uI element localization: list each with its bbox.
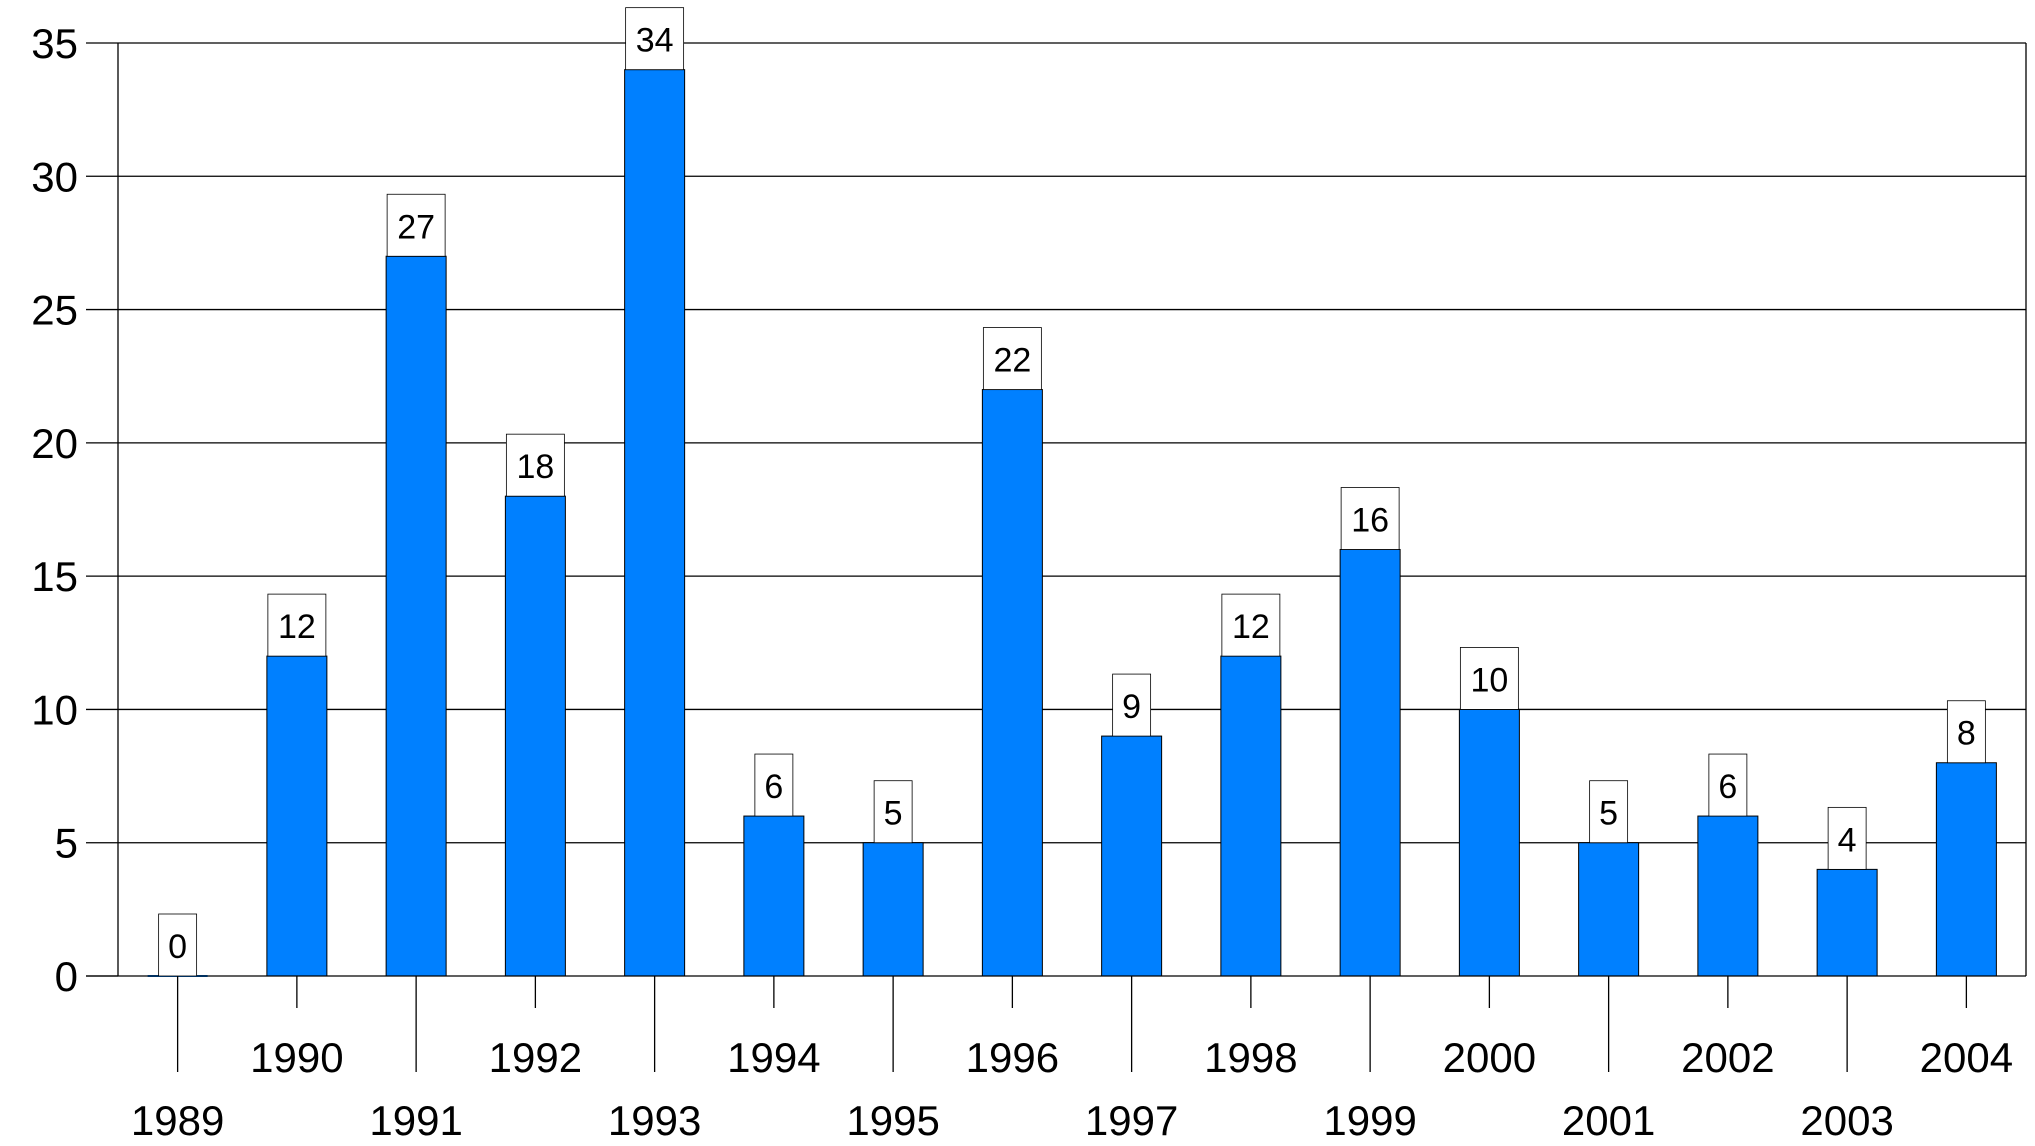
x-tick-label: 1996 (966, 1034, 1059, 1081)
x-tick-label: 1995 (846, 1097, 939, 1141)
data-label: 10 (1470, 661, 1508, 699)
data-label: 16 (1351, 501, 1389, 539)
x-tick-label: 2004 (1920, 1034, 2013, 1081)
y-axis-tick-labels: 0 5 10 15 20 25 30 35 (31, 20, 78, 1000)
x-tick-label: 1998 (1204, 1034, 1297, 1081)
y-tick-label: 20 (31, 420, 78, 467)
bar-1996 (981, 389, 1043, 977)
bar-1995 (862, 842, 924, 977)
data-label-box (1946, 700, 1986, 764)
data-label-box (1221, 593, 1281, 657)
x-tick-label: 1992 (489, 1034, 582, 1081)
y-tick-label: 35 (31, 20, 78, 67)
data-label-box (1340, 487, 1400, 550)
data-label: 22 (993, 342, 1031, 380)
data-label-box (158, 913, 198, 977)
data-label: 12 (1232, 608, 1270, 646)
bar-1990 (266, 655, 328, 977)
x-tick-label: 1993 (608, 1097, 701, 1141)
data-labels: 0 12 27 18 34 6 5 22 9 12 16 10 5 6 4 8 (158, 7, 1986, 977)
y-tick-label: 25 (31, 287, 78, 334)
data-label: 4 (1838, 821, 1857, 859)
data-label: 8 (1957, 715, 1976, 753)
data-label: 6 (764, 768, 783, 806)
data-label: 5 (884, 795, 903, 833)
data-label: 9 (1122, 688, 1141, 726)
data-label-box (386, 193, 446, 257)
bar-2002 (1697, 815, 1759, 977)
bar-1997 (1101, 735, 1163, 977)
data-label-box (625, 7, 685, 71)
y-tick-label: 30 (31, 153, 78, 200)
data-label-box (1827, 806, 1867, 870)
x-tick-label: 1991 (369, 1097, 462, 1141)
bar-1992 (504, 495, 566, 977)
data-label-box (267, 593, 327, 657)
bar-2003 (1816, 868, 1878, 977)
x-tick-label: 2002 (1681, 1034, 1774, 1081)
bar-1994 (743, 815, 805, 977)
data-label-box (1589, 780, 1629, 844)
y-tick-label: 15 (31, 553, 78, 600)
bar-1991 (385, 255, 447, 977)
data-label: 6 (1718, 768, 1737, 806)
data-label: 12 (278, 608, 316, 646)
data-label-box (1708, 753, 1748, 817)
axes (86, 42, 2027, 1072)
bar-1993 (624, 69, 686, 977)
x-tick-label: 1994 (727, 1034, 820, 1081)
data-label: 18 (516, 448, 554, 486)
bars (147, 69, 1997, 977)
data-label-box (1112, 673, 1152, 737)
data-label: 27 (397, 208, 435, 246)
y-tick-label: 10 (31, 686, 78, 733)
bar-2004 (1935, 762, 1997, 977)
bar-2000 (1458, 708, 1520, 977)
data-label-box (754, 753, 794, 817)
x-tick-label: 2001 (1562, 1097, 1655, 1141)
x-tick-label: 1990 (250, 1034, 343, 1081)
data-label-box (873, 780, 913, 844)
data-label-box (1459, 647, 1519, 710)
data-label-box (982, 327, 1042, 390)
x-tick-label: 1997 (1085, 1097, 1178, 1141)
data-label-box (505, 433, 565, 497)
y-tick-label: 5 (55, 820, 78, 867)
bar-1998 (1220, 655, 1282, 977)
x-axis-tick-labels: 1989 1990 1991 1992 1993 1994 1995 1996 1997 1998… (131, 1034, 2013, 1144)
x-tick-label: 2003 (1800, 1097, 1893, 1141)
data-label: 5 (1599, 795, 1618, 833)
y-tick-label: 0 (55, 953, 78, 1000)
bar-1999 (1339, 548, 1401, 977)
x-tick-label: 2000 (1443, 1034, 1536, 1081)
x-tick-label: 1999 (1323, 1097, 1416, 1141)
x-tick-label: 1989 (131, 1097, 224, 1141)
data-label: 0 (168, 928, 187, 966)
data-label: 34 (636, 22, 674, 60)
bar-2001 (1578, 842, 1640, 977)
